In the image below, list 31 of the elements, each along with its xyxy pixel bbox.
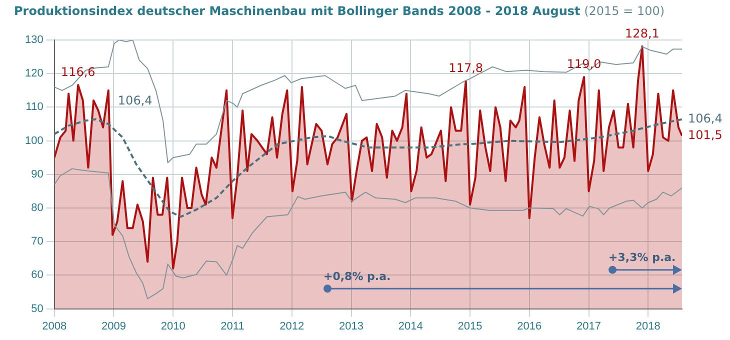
chart-subtitle: (2015 = 100) — [583, 4, 665, 18]
y-tick-label: 120 — [24, 68, 44, 80]
x-tick-label: 2018 — [636, 320, 660, 332]
x-tick-label: 2010 — [160, 320, 186, 332]
y-tick-label: 50 — [31, 302, 44, 315]
x-tick-label: 2009 — [101, 320, 126, 332]
annotation: 101,5 — [688, 128, 722, 142]
x-tick-label: 2016 — [517, 320, 542, 332]
annotation: 116,6 — [60, 65, 96, 80]
x-tick-label: 2015 — [458, 320, 482, 332]
annotation: 119,0 — [566, 57, 602, 72]
x-tick-label: 2014 — [398, 320, 423, 332]
x-tick-label: 2012 — [280, 320, 304, 332]
y-tick-label: 100 — [24, 134, 44, 147]
y-tick-label: 110 — [26, 101, 44, 114]
x-tick-label: 2013 — [339, 320, 364, 332]
x-tick-label: 2017 — [576, 320, 602, 332]
y-tick-label: 130 — [24, 34, 44, 46]
annotation: 117,8 — [448, 61, 484, 76]
x-tick-label: 2011 — [220, 320, 244, 332]
y-tick-label: 80 — [31, 202, 44, 214]
y-tick-label: 90 — [31, 168, 44, 180]
x-tick-label: 2008 — [42, 320, 67, 332]
annotation: 106,4 — [118, 93, 152, 108]
annotation: +0,8% p.a. — [324, 270, 391, 283]
y-tick-label: 60 — [31, 269, 44, 282]
annotation: +3,3% p.a. — [608, 251, 676, 264]
y-tick-label: 70 — [31, 236, 44, 248]
annotation: 106,4 — [688, 111, 722, 126]
chart-title: Produktionsindex deutscher Maschinenbau mit Bollinger Bands 2008 - 2018 August — [14, 4, 580, 18]
annotation: 128,1 — [625, 26, 660, 41]
